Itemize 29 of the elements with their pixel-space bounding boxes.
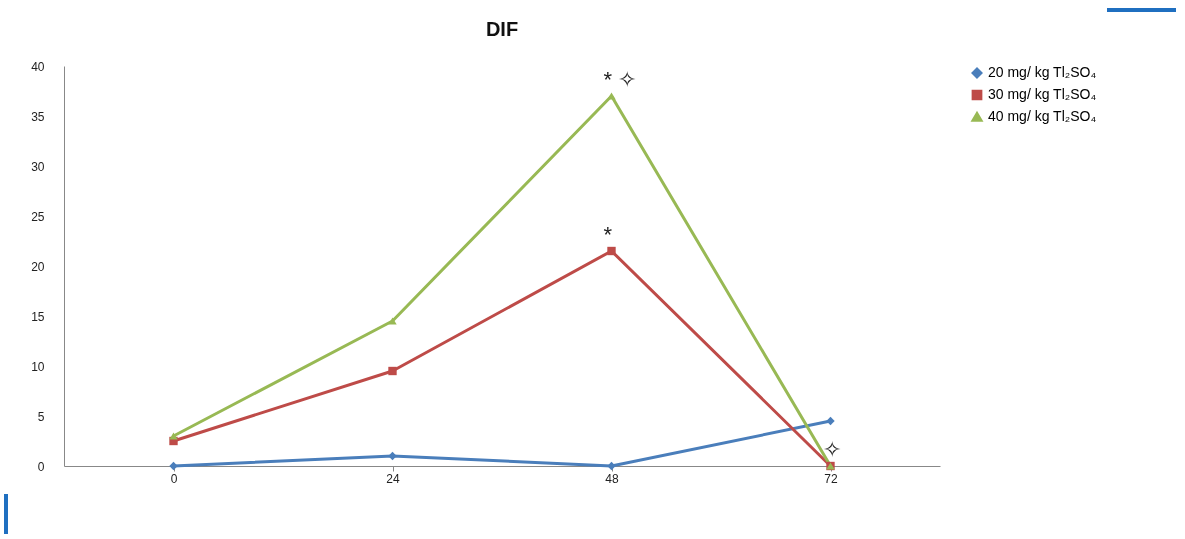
x-tick-label: 24 bbox=[386, 471, 400, 486]
y-tick-label: 30 bbox=[31, 159, 45, 174]
x-tick-label: 0 bbox=[170, 471, 178, 486]
legend-label: 20 mg/ kg Tl₂SO₄ bbox=[988, 64, 1097, 80]
point bbox=[388, 366, 397, 376]
y-tick-label: 0 bbox=[37, 459, 45, 474]
point bbox=[826, 416, 835, 426]
point bbox=[607, 92, 616, 100]
annotation: * bbox=[603, 222, 613, 247]
point bbox=[607, 246, 616, 256]
annotation: * ✧ bbox=[603, 67, 637, 92]
point bbox=[388, 317, 397, 325]
y-tick-label: 40 bbox=[31, 59, 45, 74]
x-tick-label: 72 bbox=[824, 471, 838, 486]
chart-title: DIF bbox=[485, 18, 519, 40]
legend-label: 30 mg/ kg Tl₂SO₄ bbox=[988, 86, 1097, 102]
point bbox=[169, 432, 178, 440]
y-tick-label: 15 bbox=[31, 309, 45, 324]
legend-label: 40 mg/ kg Tl₂SO₄ bbox=[988, 108, 1097, 124]
point bbox=[607, 461, 616, 471]
y-tick-label: 25 bbox=[31, 209, 45, 224]
annotation: ✧ bbox=[822, 437, 841, 462]
y-tick-label: 35 bbox=[31, 109, 45, 124]
point bbox=[388, 451, 397, 461]
point bbox=[169, 461, 178, 471]
y-tick-label: 10 bbox=[31, 359, 45, 374]
x-tick-label: 48 bbox=[605, 471, 619, 486]
y-tick-label: 20 bbox=[31, 259, 45, 274]
y-tick-label: 5 bbox=[37, 409, 45, 424]
